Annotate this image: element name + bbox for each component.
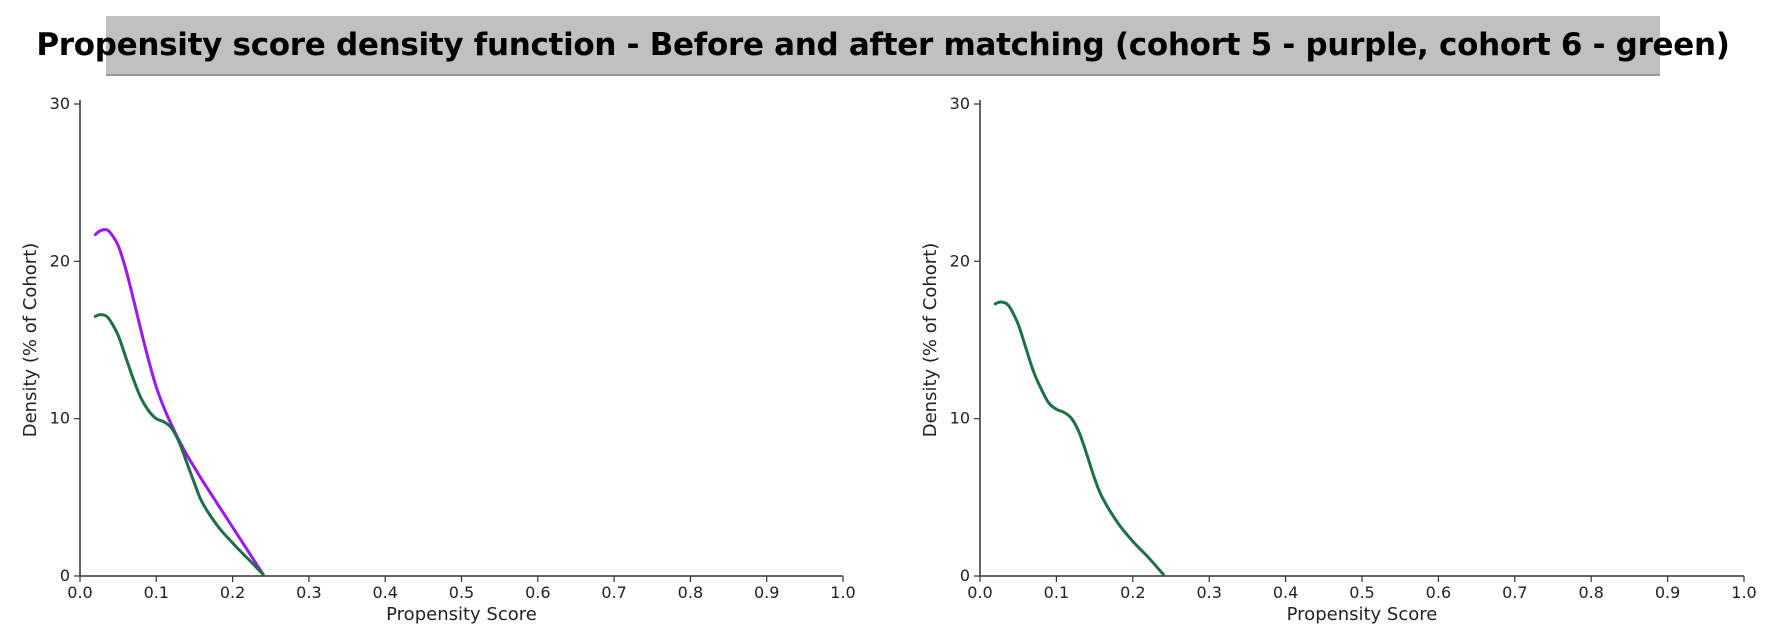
- x-tick-label: 1.0: [830, 583, 855, 602]
- x-tick-label: 1.0: [1731, 583, 1756, 602]
- x-tick-label: 0.5: [449, 583, 474, 602]
- y-tick-label: 0: [60, 566, 70, 585]
- x-tick-label: 0.9: [754, 583, 779, 602]
- title-bar: Propensity score density function - Befo…: [36, 16, 1730, 76]
- chart-title: Propensity score density function - Befo…: [36, 27, 1730, 63]
- chart-panel-2: 0.0 0.1 0.2 0.3 0.4 0.5 0.6 0.7 0.8 0.9 1.0 0 10 20 30…: [920, 94, 1757, 625]
- x-tick-label: 0.1: [144, 583, 169, 602]
- x-tick-label: 0.0: [967, 583, 992, 602]
- x-tick-label: 0.8: [678, 583, 703, 602]
- y-tick-label: 20: [950, 251, 970, 270]
- series-line-green: [993, 300, 1165, 576]
- x-tick-label: 0.2: [1120, 583, 1145, 602]
- x-tick-label: 0.0: [67, 583, 92, 602]
- x-tick-label: 0.3: [1196, 583, 1221, 602]
- x-tick-label: 0.8: [1578, 583, 1603, 602]
- series-line-purple: [93, 228, 265, 576]
- x-tick-label: 0.5: [1349, 583, 1374, 602]
- y-tick-label: 30: [950, 94, 970, 113]
- x-tick-label: 0.7: [1502, 583, 1527, 602]
- x-tick-label: 0.6: [1426, 583, 1451, 602]
- x-tick-label: 0.1: [1044, 583, 1069, 602]
- series-line-green: [93, 313, 265, 576]
- y-tick-label: 30: [50, 94, 70, 113]
- y-tick-label: 0: [960, 566, 970, 585]
- y-tick-label: 10: [950, 409, 970, 428]
- x-axis-label: Propensity Score: [1287, 604, 1438, 625]
- x-tick-label: 0.9: [1655, 583, 1680, 602]
- y-axis-label: Density (% of Cohort): [920, 243, 941, 438]
- x-axis-label: Propensity Score: [386, 604, 537, 625]
- y-axis-label: Density (% of Cohort): [20, 243, 41, 438]
- x-tick-label: 0.6: [525, 583, 550, 602]
- x-tick-label: 0.4: [372, 583, 397, 602]
- x-tick-label: 0.2: [220, 583, 245, 602]
- chart-panel-1: 0.0 0.1 0.2 0.3 0.4 0.5 0.6 0.7 0.8 0.9 1.0 0 10 20 30…: [20, 94, 856, 625]
- x-tick-label: 0.7: [601, 583, 626, 602]
- x-tick-label: 0.3: [296, 583, 321, 602]
- y-tick-label: 20: [50, 251, 70, 270]
- x-tick-label: 0.4: [1273, 583, 1298, 602]
- y-tick-label: 10: [50, 409, 70, 428]
